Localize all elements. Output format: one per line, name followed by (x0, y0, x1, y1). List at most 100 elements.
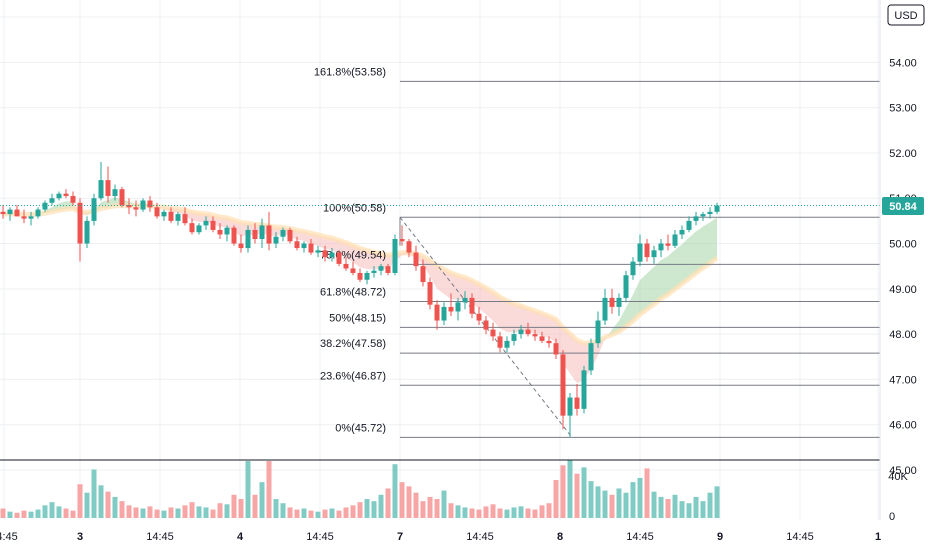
volume-tick-label: 40K (888, 471, 908, 483)
candle-body (203, 220, 209, 226)
candle (630, 257, 636, 280)
fib-trend-line[interactable] (399, 216, 573, 438)
candle (441, 302, 447, 326)
fib-level-label: 23.6%(46.87) (320, 370, 386, 382)
candle-body (238, 243, 244, 249)
volume-bar (0, 508, 6, 518)
candle-body (616, 297, 622, 307)
ribbon-segment (689, 231, 696, 279)
candle (644, 239, 650, 262)
candle (504, 336, 510, 353)
ribbon-segment (73, 201, 80, 214)
candle (483, 316, 489, 335)
ribbon-segment (549, 316, 556, 343)
candle (49, 193, 55, 206)
candle (553, 338, 559, 360)
candle-body (623, 275, 629, 298)
candle (119, 186, 125, 208)
candle-body (154, 207, 160, 217)
candle (203, 216, 209, 230)
volume-bar (392, 464, 398, 518)
ribbon-segment (654, 260, 661, 305)
candle-body (112, 189, 118, 196)
candle-body (497, 336, 503, 348)
candle-body (77, 202, 83, 244)
candle (399, 225, 405, 246)
candle-body (518, 329, 524, 335)
time-axis[interactable]: 14:45 3 14:45 4 14:45 7 14:45 8 14:45 9 14:45 1 (0, 531, 881, 543)
candle-body (252, 229, 258, 239)
fibonacci-retracement[interactable]: 161.8%(53.58) 100%(50.58) 78.6%(49.54) 61.8… (314, 66, 880, 438)
candle (245, 225, 251, 253)
candle (7, 207, 13, 221)
ribbon-segment (437, 265, 444, 295)
volume-bar (560, 465, 566, 518)
price-tick-label: 50.00 (889, 239, 917, 251)
time-tick-label: 3 (77, 531, 83, 543)
candle (581, 365, 587, 414)
candle (672, 229, 678, 249)
volume-bar (56, 506, 62, 518)
volume-bar (322, 509, 328, 518)
volume-bar (434, 499, 440, 518)
volume-bar (210, 509, 216, 518)
price-tick-label: 46.00 (889, 420, 917, 432)
candle (490, 322, 496, 341)
candle (469, 293, 475, 319)
candle (406, 239, 412, 258)
price-axis[interactable]: 55.0054.0053.0052.0051.0050.0049.0048.00… (889, 12, 917, 477)
volume-bar (525, 508, 531, 518)
candle (217, 223, 223, 239)
time-tick-label: 8 (557, 531, 563, 543)
volume-bar (287, 507, 293, 518)
candle-body (210, 220, 216, 230)
candle-body (672, 234, 678, 246)
volume-bar (420, 501, 426, 518)
candle (455, 297, 461, 321)
time-tick-label: 14:45 (0, 531, 18, 543)
volume-bar (511, 507, 517, 518)
fib-level-label: 38.2%(47.58) (320, 338, 386, 350)
ribbon-segment (514, 303, 521, 333)
volume-bar (98, 485, 104, 518)
candle-body (196, 225, 202, 233)
volume-bar (63, 508, 69, 518)
ribbon-segment (367, 250, 374, 270)
candle (567, 393, 573, 438)
volume-bar (553, 480, 559, 518)
candle-body (686, 220, 692, 230)
candle (224, 225, 230, 242)
fib-level-label: 50%(48.15) (329, 312, 386, 324)
ribbon-segment (640, 273, 647, 315)
candle-body (91, 198, 97, 221)
candle-body (49, 198, 55, 203)
last-price-marker[interactable]: 50.84 (882, 197, 924, 215)
candle (658, 239, 664, 258)
currency-selector[interactable]: USD (887, 4, 925, 26)
candle-body (469, 297, 475, 314)
volume-bar (581, 467, 587, 518)
ribbon-segment (507, 300, 514, 333)
candle-body (119, 189, 125, 206)
price-tick-label: 49.00 (889, 284, 917, 296)
candle-body (630, 261, 636, 276)
candle-body (532, 334, 538, 337)
volume-bar (238, 499, 244, 518)
candle (231, 225, 237, 246)
volume-bar (154, 509, 160, 518)
volume-bar (49, 502, 55, 518)
candle (385, 263, 391, 276)
volume-axis[interactable]: 40K 0 (888, 471, 908, 523)
ribbon-segment (479, 284, 486, 315)
candle-body (714, 205, 720, 212)
candle-body (483, 320, 489, 330)
volume-bar (35, 509, 41, 518)
ribbon-segment (360, 248, 367, 269)
volume-bar (665, 499, 671, 518)
price-tick-label: 47.00 (889, 374, 917, 386)
candle (539, 331, 545, 344)
volume-bar (245, 461, 251, 518)
candle-body (280, 229, 286, 237)
volume-bar (196, 506, 202, 518)
